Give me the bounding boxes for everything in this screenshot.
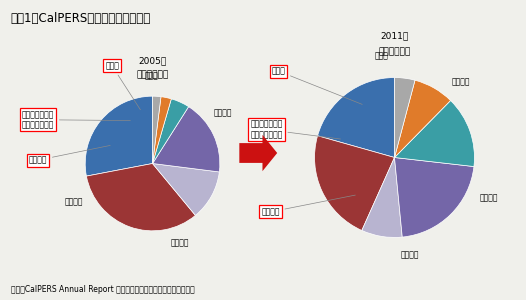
Text: 不動産: 不動産 — [271, 67, 362, 104]
Wedge shape — [153, 97, 171, 164]
Wedge shape — [153, 99, 189, 164]
Wedge shape — [362, 158, 402, 238]
Wedge shape — [153, 107, 220, 172]
Text: 外国株式: 外国株式 — [261, 195, 356, 216]
Wedge shape — [86, 164, 196, 231]
Text: 国内債券: 国内債券 — [214, 108, 232, 117]
Wedge shape — [315, 136, 394, 230]
FancyArrow shape — [239, 135, 277, 171]
Text: オルタナティブ
（不動産除く）: オルタナティブ （不動産除く） — [250, 120, 340, 139]
Wedge shape — [394, 80, 451, 158]
Wedge shape — [153, 164, 219, 215]
Text: その他: その他 — [375, 52, 389, 61]
Wedge shape — [394, 158, 474, 237]
Text: 2011年: 2011年 — [380, 32, 409, 40]
Text: 外国株式: 外国株式 — [29, 146, 110, 165]
Wedge shape — [394, 77, 415, 158]
Text: 不動産: 不動産 — [105, 61, 140, 110]
Text: 資産配分比率: 資産配分比率 — [378, 47, 411, 56]
Text: 外国債券: 外国債券 — [64, 197, 83, 206]
Wedge shape — [394, 100, 474, 166]
Wedge shape — [318, 77, 394, 158]
Text: 資産配分比率: 資産配分比率 — [136, 70, 169, 79]
Text: 外国債券: 外国債券 — [400, 250, 419, 260]
Text: 図表1　CalPERSの実績資産配分比率: 図表1 CalPERSの実績資産配分比率 — [11, 12, 151, 25]
Text: 国内株式: 国内株式 — [480, 193, 499, 202]
Wedge shape — [85, 96, 153, 176]
Text: オルタナティブ
（不動産除く）: オルタナティブ （不動産除く） — [22, 110, 130, 129]
Text: 出所）CalPERS Annual Report より三井住友トラスト基礎研究所作成: 出所）CalPERS Annual Report より三井住友トラスト基礎研究所… — [11, 285, 194, 294]
Text: その他: その他 — [145, 72, 159, 81]
Text: 2005年: 2005年 — [138, 57, 167, 66]
Text: 国内債券: 国内債券 — [451, 78, 470, 87]
Text: 国内株式: 国内株式 — [170, 238, 189, 247]
Wedge shape — [153, 96, 161, 164]
